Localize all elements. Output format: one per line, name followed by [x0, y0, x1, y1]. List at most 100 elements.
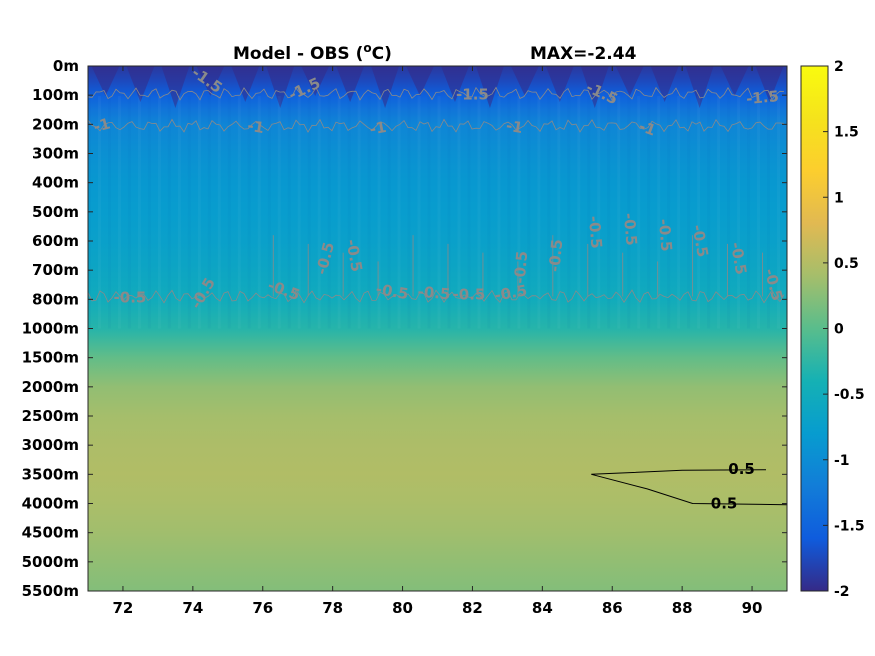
contour-label: -0.5 — [453, 285, 486, 303]
y-tick-label: 2000m — [22, 378, 79, 396]
x-tick-label: 78 — [322, 599, 343, 617]
streak — [737, 96, 740, 329]
contour-label-0.5: 0.5 — [728, 460, 755, 478]
contour-label: -1 — [505, 116, 525, 137]
chart-title-text: Model - OBS (oC) — [233, 41, 392, 64]
y-tick-label: 3000m — [22, 436, 79, 454]
x-tick-label: 82 — [462, 599, 483, 617]
contour-label: -0.5 — [493, 281, 528, 304]
contour-minus-1.5 — [88, 86, 785, 101]
contour-label-0.5: 0.5 — [711, 495, 738, 513]
streak — [747, 96, 750, 329]
x-tick-label: 90 — [742, 599, 763, 617]
streak — [527, 96, 530, 329]
surface-anomaly — [196, 66, 225, 96]
y-tick-label: 100m — [32, 86, 79, 104]
colorbar-tick-label: -1 — [834, 453, 850, 469]
streak — [607, 96, 610, 329]
surface-anomaly — [336, 66, 365, 102]
streak — [148, 96, 151, 329]
contour-label: -1.5 — [456, 86, 489, 104]
streak — [338, 96, 341, 329]
surface-anomaly — [755, 66, 784, 102]
contour-label: -1 — [91, 114, 112, 136]
surface-anomaly — [440, 66, 469, 102]
surface-anomaly — [406, 66, 435, 96]
colorbar-tick-label: -0.5 — [834, 387, 865, 403]
x-tick-label: 84 — [532, 599, 553, 617]
x-tick-label: 80 — [392, 599, 413, 617]
contour-label: -0.5 — [545, 238, 566, 272]
colorbar-tick-label: -2 — [834, 584, 850, 600]
chart-title: Model - OBS (oC) MAX=-2.44 — [233, 41, 637, 64]
contour-label: -0.5 — [417, 283, 451, 304]
surface-anomaly — [231, 66, 260, 102]
heatmap-texture — [91, 66, 784, 329]
x-tick-label: 74 — [182, 599, 203, 617]
x-tick-label: 76 — [252, 599, 273, 617]
colorbar-tick-label: 0.5 — [834, 256, 859, 272]
contour-label: -0.5 — [585, 215, 606, 249]
x-axis: 72 74 76 78 80 82 84 86 88 90 — [113, 66, 763, 617]
streak — [597, 96, 600, 329]
x-tick-label: 72 — [113, 599, 134, 617]
heatmap-field — [88, 66, 787, 591]
surface-anomaly — [91, 66, 120, 96]
y-tick-label: 0m — [53, 57, 79, 75]
contour-label: -1 — [636, 117, 658, 140]
y-tick-label: 500m — [32, 203, 79, 221]
contour-label: -0.5 — [510, 250, 531, 284]
surface-anomaly — [615, 66, 644, 96]
x-tick-label: 88 — [672, 599, 693, 617]
surface-anomaly — [650, 66, 679, 102]
colorbar-tick-label: 0 — [834, 322, 844, 338]
y-tick-label: 3500m — [22, 465, 79, 483]
plot-area: -1.5 -1.5 -1.5 -1.5 -1.5-1 -1 -1 -1 -1-0.5 -0.5 -0… — [87, 63, 788, 592]
colorbar-tick-label: 2 — [834, 59, 844, 75]
streak — [318, 96, 321, 329]
surface-anomaly — [580, 66, 609, 108]
colorbar-tick-label: 1.5 — [834, 125, 859, 141]
contour-label: -0.5 — [620, 212, 641, 246]
surface-anomaly — [126, 66, 155, 102]
y-axis: 0m 100m 200m 300m 400m 500m 600m 700m 800m 1000m 1… — [22, 57, 787, 600]
contour-label: -0.5 — [727, 241, 750, 276]
streak — [178, 96, 181, 329]
contour-label: -1 — [368, 118, 388, 139]
max-label: MAX=-2.44 — [530, 44, 637, 64]
y-tick-label: 200m — [32, 115, 79, 133]
y-tick-label: 5000m — [22, 553, 79, 571]
y-tick-label: 700m — [32, 261, 79, 279]
surface-anomaly — [371, 66, 400, 108]
y-tick-label: 2500m — [22, 407, 79, 425]
streak — [567, 96, 570, 329]
contour-label: -0.5 — [688, 223, 711, 258]
surface-anomaly — [545, 66, 574, 102]
streak — [358, 96, 361, 329]
surface-anomaly — [510, 66, 539, 96]
x-tick-label: 86 — [602, 599, 623, 617]
contour-label: -1.5 — [745, 87, 779, 108]
contour-label: -1 — [246, 116, 266, 137]
contour-label: -0.5 — [114, 288, 147, 306]
contour-label: -0.5 — [655, 218, 676, 252]
y-tick-label: 600m — [32, 232, 79, 250]
contour-label: -0.5 — [374, 280, 409, 303]
surface-anomaly — [720, 66, 749, 96]
contour-0.5 — [591, 469, 787, 506]
surface-anomaly — [161, 66, 190, 108]
streak — [667, 96, 670, 329]
y-tick-label: 5500m — [22, 582, 79, 600]
surface-anomaly — [685, 66, 714, 108]
surface-anomaly — [266, 66, 295, 108]
y-tick-label: 400m — [32, 174, 79, 192]
streak — [697, 96, 700, 329]
surface-anomaly — [301, 66, 330, 96]
y-tick-label: 300m — [32, 145, 79, 163]
contour-label: -0.5 — [342, 238, 365, 273]
contour-lines — [88, 86, 787, 506]
contour-minus-0.5 — [88, 289, 785, 304]
streak — [677, 96, 680, 329]
colorbar-tick-label: 1 — [834, 190, 844, 206]
